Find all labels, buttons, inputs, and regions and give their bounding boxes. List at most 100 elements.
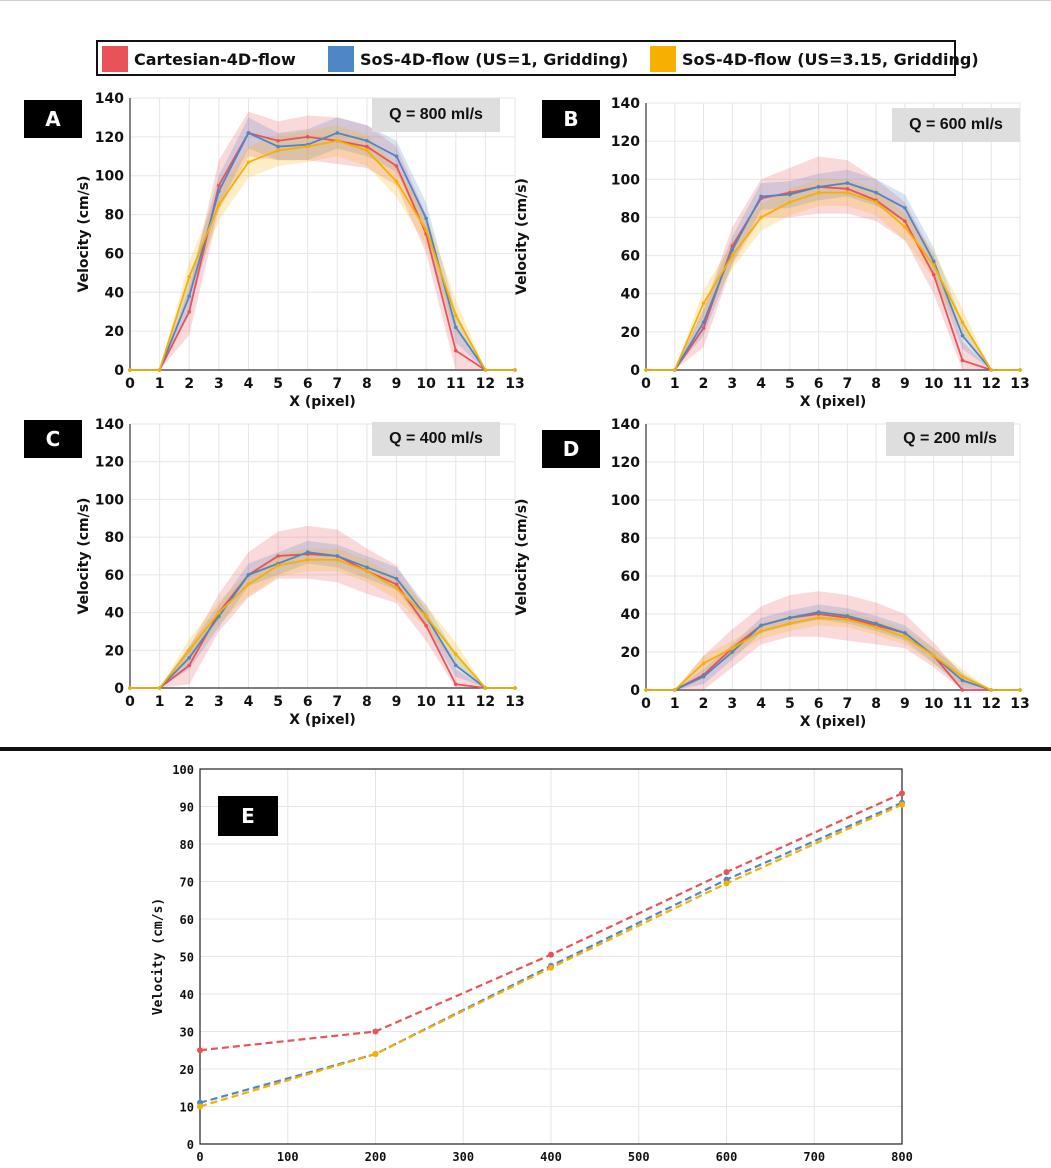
chart-c-point-series-2 [513, 686, 517, 690]
chart-a-point-series-2 [424, 228, 428, 232]
x-tick-label: 7 [332, 694, 342, 710]
chart-b-point-series-1 [759, 194, 763, 199]
chart-d-line-series-1 [646, 611, 1020, 691]
chart-b-point-series-2 [816, 190, 821, 195]
chart-b-point-series-2 [989, 368, 994, 372]
chart-c-point-series-2 [276, 563, 280, 568]
x-tick-label: 800 [891, 1150, 913, 1164]
chart-c-point-series-0 [187, 663, 192, 668]
y-tick-label: 80 [180, 838, 194, 852]
chart-b-point-series-1 [960, 333, 965, 338]
x-tick-label: 3 [214, 694, 224, 710]
chart-a-band-series-1 [130, 117, 515, 370]
y-tick-label: 0 [187, 1138, 194, 1152]
chart-e-svg: 0 100 200 300 400 500 600 700 800 0 10 20 30 40 50 60 70… [151, 763, 913, 1168]
chart-d-grid [645, 423, 1021, 691]
y-tick-label: 40 [621, 287, 641, 303]
chart-b-point-series-1 [730, 248, 735, 252]
y-tick-label: 10 [180, 1101, 194, 1115]
y-tick-label: 140 [611, 96, 640, 112]
chart-c-band-series-2 [130, 548, 515, 688]
x-tick-label: 4 [244, 376, 254, 392]
x-tick-label: 6 [303, 694, 313, 710]
panel-a-letter: A [24, 100, 82, 138]
chart-a-point-series-1 [276, 144, 280, 149]
chart-d-point-series-2 [759, 629, 763, 633]
y-tick-label: 140 [611, 417, 640, 433]
x-tick-label: 12 [981, 376, 1000, 392]
chart-e-frame [199, 768, 903, 1145]
x-tick-label: 0 [125, 694, 135, 710]
chart-d-x-axis-label: X (pixel) [800, 714, 867, 730]
legend-label-cartesian: Cartesian-4D-flow [134, 49, 296, 69]
y-tick-label: 90 [180, 801, 194, 815]
x-tick-label: 10 [416, 376, 436, 392]
chart-c-point-series-2 [453, 652, 458, 656]
y-tick-label: 120 [95, 455, 124, 471]
chart-e-point-series-2 [197, 1103, 203, 1110]
chart-b-point-series-2 [960, 320, 965, 325]
y-tick-label: 100 [95, 492, 124, 508]
x-tick-label: 13 [1010, 376, 1029, 392]
chart-c-point-series-2 [128, 686, 132, 690]
y-tick-label: 120 [611, 455, 640, 471]
x-tick-label: 12 [476, 376, 495, 392]
chart-a-point-series-2 [365, 148, 369, 153]
chart-b-point-series-2 [672, 368, 677, 372]
chart-b-point-series-2 [874, 200, 878, 204]
legend-swatch-sos-us1 [328, 46, 354, 72]
chart-c-point-series-1 [394, 576, 399, 581]
x-tick-label: 7 [843, 376, 853, 392]
chart-c-point-series-2 [424, 614, 428, 619]
chart-d-point-series-2 [788, 621, 792, 626]
chart-d-point-series-0 [960, 688, 965, 692]
y-tick-label: 60 [105, 568, 125, 584]
x-tick-label: 3 [727, 696, 737, 712]
chart-a-point-series-0 [217, 183, 221, 188]
chart-c-point-series-0 [276, 554, 280, 558]
chart-c-line-series-2 [130, 558, 515, 689]
chart-b-point-series-0 [960, 358, 965, 363]
chart-c-point-series-0 [424, 623, 428, 628]
chart-c-point-series-2 [394, 586, 399, 590]
chart-d-point-series-1 [730, 650, 735, 654]
y-tick-label: 20 [621, 645, 641, 661]
x-tick-label: 300 [452, 1150, 474, 1164]
y-tick-label: 20 [621, 325, 641, 341]
x-tick-label: 7 [332, 376, 342, 392]
chart-d-point-series-1 [701, 674, 706, 679]
chart-c-point-series-2 [246, 582, 251, 587]
chart-c-point-series-1 [305, 550, 310, 555]
y-tick-label: 120 [95, 130, 124, 146]
chart-d-band-series-0 [646, 591, 1020, 690]
chart-c-point-series-1 [217, 614, 221, 619]
x-tick-label: 200 [365, 1150, 387, 1164]
chart-c-point-series-1 [246, 573, 251, 577]
chart-c-line-series-0 [130, 553, 515, 689]
legend-label-sos-us1: SoS-4D-flow (US=1, Gridding) [360, 49, 629, 69]
chart-b-point-series-1 [816, 185, 821, 189]
x-tick-label: 4 [756, 376, 766, 392]
chart-c-point-series-2 [305, 557, 310, 562]
x-tick-label: 3 [727, 376, 737, 392]
chart-a-point-series-1 [187, 294, 192, 298]
chart-c-point-series-2 [365, 569, 369, 573]
x-tick-label: 10 [924, 696, 944, 712]
chart-b-point-series-0 [845, 187, 850, 191]
legend-swatch-sos-us315 [650, 46, 676, 72]
y-tick-label: 60 [180, 913, 194, 927]
y-tick-label: 60 [621, 249, 641, 265]
x-tick-label: 8 [871, 376, 881, 392]
x-tick-label: 6 [303, 376, 313, 392]
chart-e-point-series-0 [723, 869, 730, 876]
panel-e-letter: E [218, 796, 278, 836]
y-tick-label: 100 [172, 763, 194, 777]
chart-b-point-series-2 [730, 253, 735, 258]
chart-e-point-series-2 [548, 964, 554, 971]
chart-a-band-series-2 [130, 125, 515, 370]
chart-c-point-series-2 [217, 610, 221, 615]
chart-a-point-series-2 [335, 138, 340, 143]
y-tick-label: 120 [611, 134, 640, 150]
chart-a-point-series-0 [365, 144, 369, 149]
